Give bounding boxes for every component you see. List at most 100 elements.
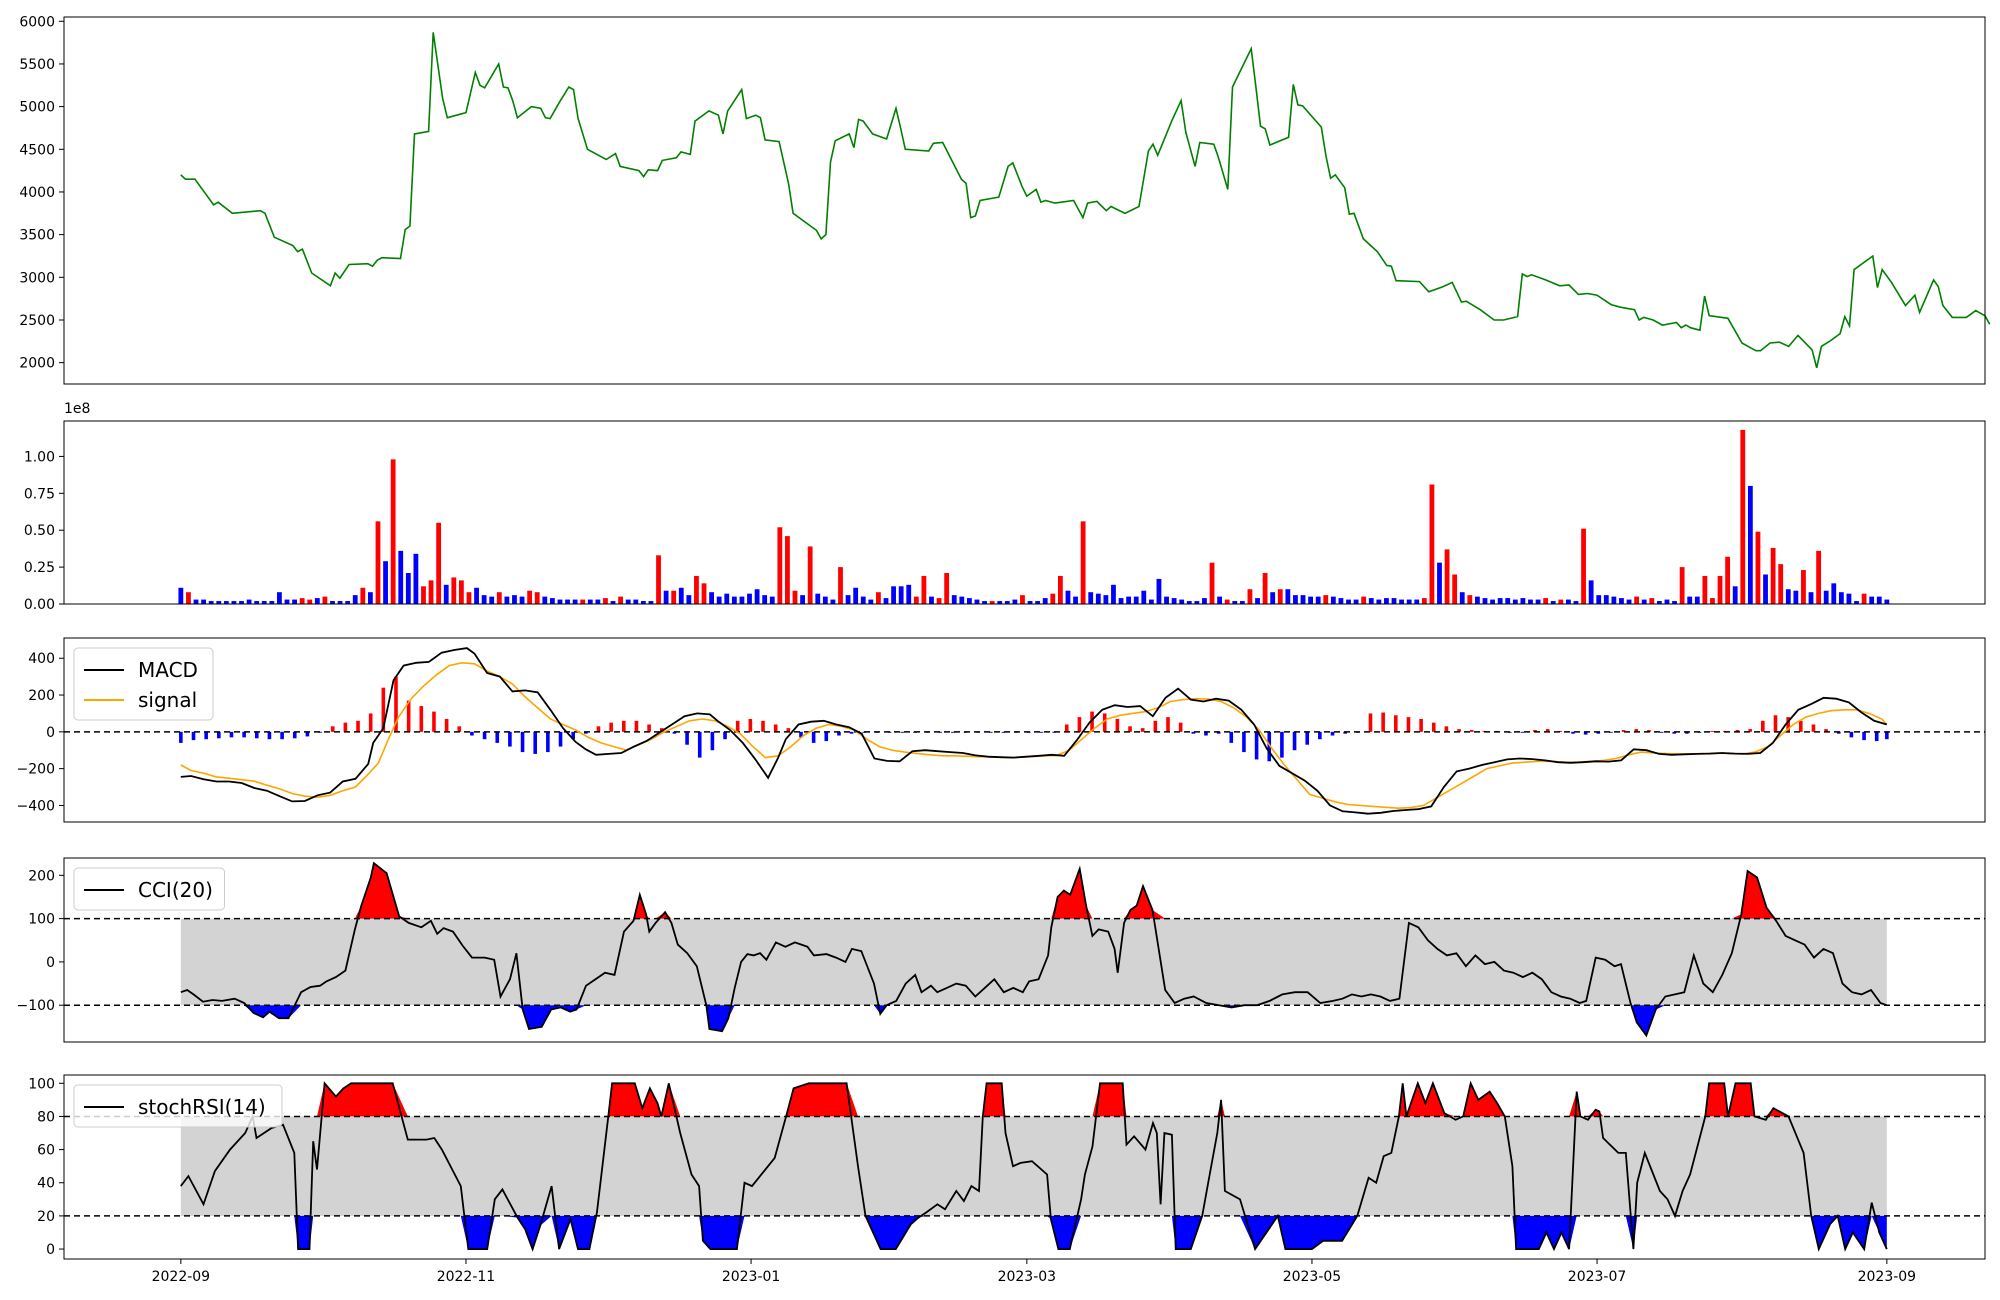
volume-bar [1239,601,1245,604]
volume-bar [1641,599,1647,604]
macd-hist-bar [1102,713,1107,732]
macd-hist-bar [659,728,664,732]
volume-bar [216,601,222,604]
volume-bar [1224,599,1230,604]
macd-hist-bar [622,720,626,732]
volume-bar [1050,593,1056,604]
volume-bar [1004,601,1010,604]
volume-bar [1528,599,1533,604]
volume-bar [1293,595,1298,604]
volume-bar [838,567,843,604]
volume-bar [1103,595,1109,604]
volume-bar [1801,570,1806,604]
macd-hist-bar [1710,730,1714,732]
cci-ytick-label: 200 [28,868,55,884]
volume-bar [1520,598,1526,604]
macd-hist-bar [837,731,841,736]
macd-hist-bar [1077,717,1082,732]
macd-ytick-label: −400 [17,798,55,814]
volume-bar [853,587,859,604]
stochrsi-overbought-fill [180,1083,1887,1117]
macd-hist-bar [1786,717,1790,732]
macd-hist-bar [1748,729,1752,732]
volume-bar [701,583,707,604]
volume-bar [314,598,320,604]
volume-bar [405,573,411,604]
volume-bar [1823,590,1829,604]
macd-hist-bar [951,731,955,733]
volume-bar [678,587,684,604]
volume-bar [595,599,601,604]
macd-hist-bar [1191,731,1196,734]
volume-bar [1035,601,1041,604]
volume-bar [913,596,919,604]
volume-bar [640,601,646,604]
volume-bar [648,601,654,604]
volume-bar [868,599,874,604]
volume-bar [1846,593,1852,604]
volume-bar [1656,601,1662,604]
macd-hist-bar [1216,731,1221,734]
volume-bar [739,596,745,604]
volume-bar [663,590,669,604]
volume-bar [860,596,866,604]
volume-plot-area [64,421,1985,604]
macd-hist-bar [1836,731,1841,734]
macd-hist-bar [356,720,360,732]
macd-ytick-label: −200 [17,762,55,778]
volume-bar [1626,599,1632,604]
volume-bar [193,599,199,604]
volume-bar [1565,599,1571,604]
volume-bar [891,586,896,604]
volume-bar [201,599,206,604]
x-axis: 2022-09 2022-11 2023-01 2023-03 2023-05 2023-… [152,1259,1916,1285]
macd-hist-bar [1571,731,1575,734]
volume-bar [1793,590,1799,604]
volume-bar [231,601,237,604]
volume-bar [1603,595,1609,604]
volume-bar [694,575,699,604]
volume-panel: 0.00 0.25 0.50 0.75 1.00 1e8 [24,401,1986,613]
macd-panel: −400 −200 0 200 400 MACD signal [17,637,1986,823]
volume-bar [1664,599,1670,604]
macd-hist-bar [267,731,272,740]
volume-bar [1763,574,1768,604]
volume-bar [709,592,715,604]
macd-hist-bar [1874,731,1879,742]
cci-ytick-label: −100 [17,998,55,1014]
price-ytick-label: 3000 [19,270,55,286]
volume-bar [443,584,449,604]
price-line [180,32,1991,368]
volume-bar [1573,601,1579,604]
macd-legend-label: MACD [138,658,198,682]
stochrsi-panel: 0 20 40 60 80 100 stochRSI(14) [28,1074,1986,1260]
macd-hist-bar [191,731,196,741]
volume-bar [1467,595,1473,604]
macd-hist-bar [1368,713,1373,732]
volume-bar [1406,599,1412,604]
volume-bar [1778,564,1784,604]
cci-ytick-label: 0 [46,955,55,971]
macd-hist-bar [318,731,322,733]
volume-bar [1475,596,1480,604]
macd-hist-bar [1849,731,1854,738]
volume-bar [1126,596,1132,604]
macd-hist-bar [1735,730,1740,732]
volume-bar [527,590,533,604]
volume-bar [428,580,434,604]
macd-hist-bar [1381,712,1385,732]
volume-bar [1247,589,1253,604]
volume-bar [1118,598,1124,604]
macd-hist-bar [1609,731,1613,733]
macd-hist-bar [697,731,702,758]
volume-bar [1649,598,1655,604]
macd-hist-bar [735,720,740,732]
volume-bar [1558,599,1564,604]
volume-bar [777,527,783,604]
volume-bar [1042,598,1048,604]
volume-bar [1459,592,1465,604]
price-ytick-label: 4500 [19,142,55,158]
macd-hist-bar [647,724,651,732]
macd-hist-bar [710,731,715,751]
cci-ytick-label: 100 [28,912,55,928]
